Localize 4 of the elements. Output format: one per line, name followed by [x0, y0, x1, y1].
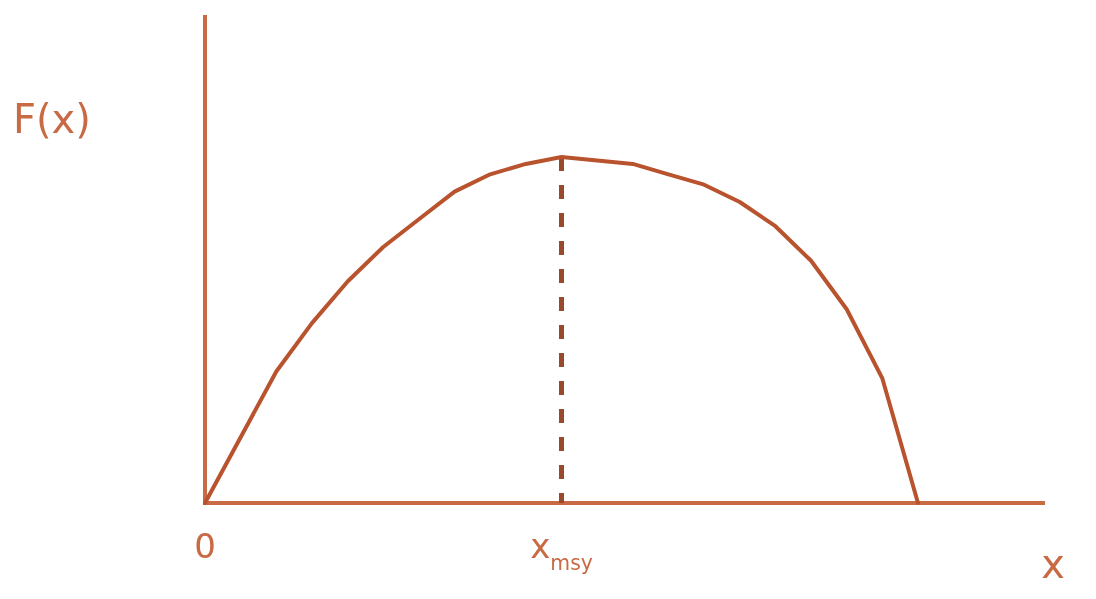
y-axis-title: F(x) [13, 96, 91, 142]
x-tick-label: x$_{msy}$ [530, 526, 593, 575]
x-axis-title: x [1041, 541, 1065, 587]
x-tick-label: 0 [194, 526, 216, 566]
